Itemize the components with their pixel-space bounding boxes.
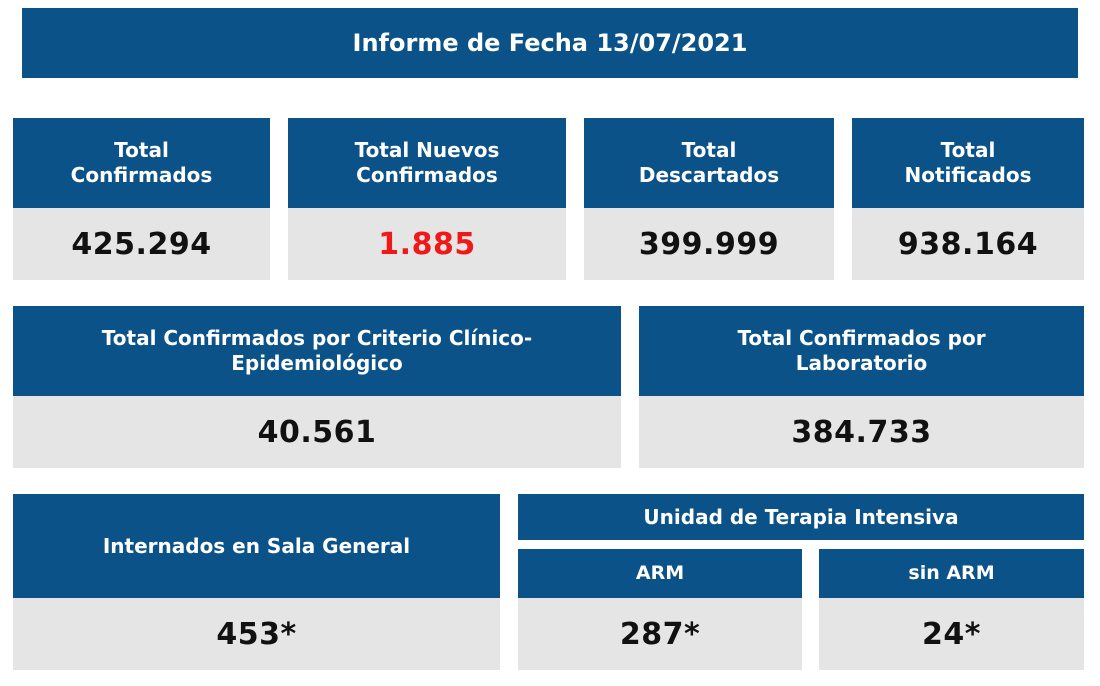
card-label-line1: Total — [681, 138, 737, 162]
card-value: 1.885 — [288, 208, 566, 280]
card-header: Total Confirmados por Laboratorio — [639, 306, 1084, 396]
arm-value-box: 287* — [518, 598, 802, 670]
confirmados-laboratorio-value: 384.733 — [791, 414, 932, 450]
card-header: Total Notificados — [852, 118, 1084, 208]
card-label-line1: Total — [940, 138, 996, 162]
card-value: 938.164 — [852, 208, 1084, 280]
sin-arm-header: sin ARM — [819, 549, 1084, 598]
card-label-line2: Laboratorio — [795, 351, 928, 375]
arm-value: 287* — [619, 616, 701, 652]
card-label-line1: Total Confirmados por — [737, 326, 986, 350]
card-header: Total Confirmados por Criterio Clínico- … — [13, 306, 621, 396]
card-value: 425.294 — [13, 208, 270, 280]
arm-label: ARM — [635, 561, 685, 584]
card-label-line1: Total — [114, 138, 169, 162]
total-descartados-value: 399.999 — [638, 226, 780, 262]
card-header: Internados en Sala General — [13, 494, 500, 598]
card-label: Internados en Sala General — [102, 533, 411, 558]
report-title: Informe de Fecha 13/07/2021 — [352, 29, 748, 57]
uti-label: Unidad de Terapia Intensiva — [643, 504, 959, 529]
sin-arm-value: 24* — [922, 616, 981, 652]
internados-sala-general-value: 453* — [216, 616, 297, 652]
uti-header: Unidad de Terapia Intensiva — [518, 494, 1084, 540]
card-label-line2: Confirmados — [70, 163, 213, 187]
card-label-line2: Notificados — [904, 163, 1032, 187]
sin-arm-label: sin ARM — [908, 561, 995, 584]
report-title-banner: Informe de Fecha 13/07/2021 — [22, 8, 1078, 78]
card-header: Total Descartados — [584, 118, 834, 208]
total-notificados-value: 938.164 — [897, 226, 1039, 262]
card-header: Total Nuevos Confirmados — [288, 118, 566, 208]
arm-header: ARM — [518, 549, 802, 598]
confirmados-clinico-value: 40.561 — [257, 414, 377, 450]
total-confirmados-value: 425.294 — [71, 226, 212, 262]
card-header: Total Confirmados — [13, 118, 270, 208]
card-label-line2: Epidemiológico — [231, 351, 403, 375]
card-label-line2: Descartados — [638, 163, 780, 187]
sin-arm-value-box: 24* — [819, 598, 1084, 670]
card-value: 384.733 — [639, 396, 1084, 468]
card-label-line2: Confirmados — [356, 163, 498, 187]
card-value: 399.999 — [584, 208, 834, 280]
card-label-line1: Total Confirmados por Criterio Clínico- — [101, 326, 533, 350]
card-value: 453* — [13, 598, 500, 670]
card-value: 40.561 — [13, 396, 621, 468]
total-nuevos-confirmados-value: 1.885 — [378, 226, 476, 262]
card-label-line1: Total Nuevos — [354, 138, 500, 162]
